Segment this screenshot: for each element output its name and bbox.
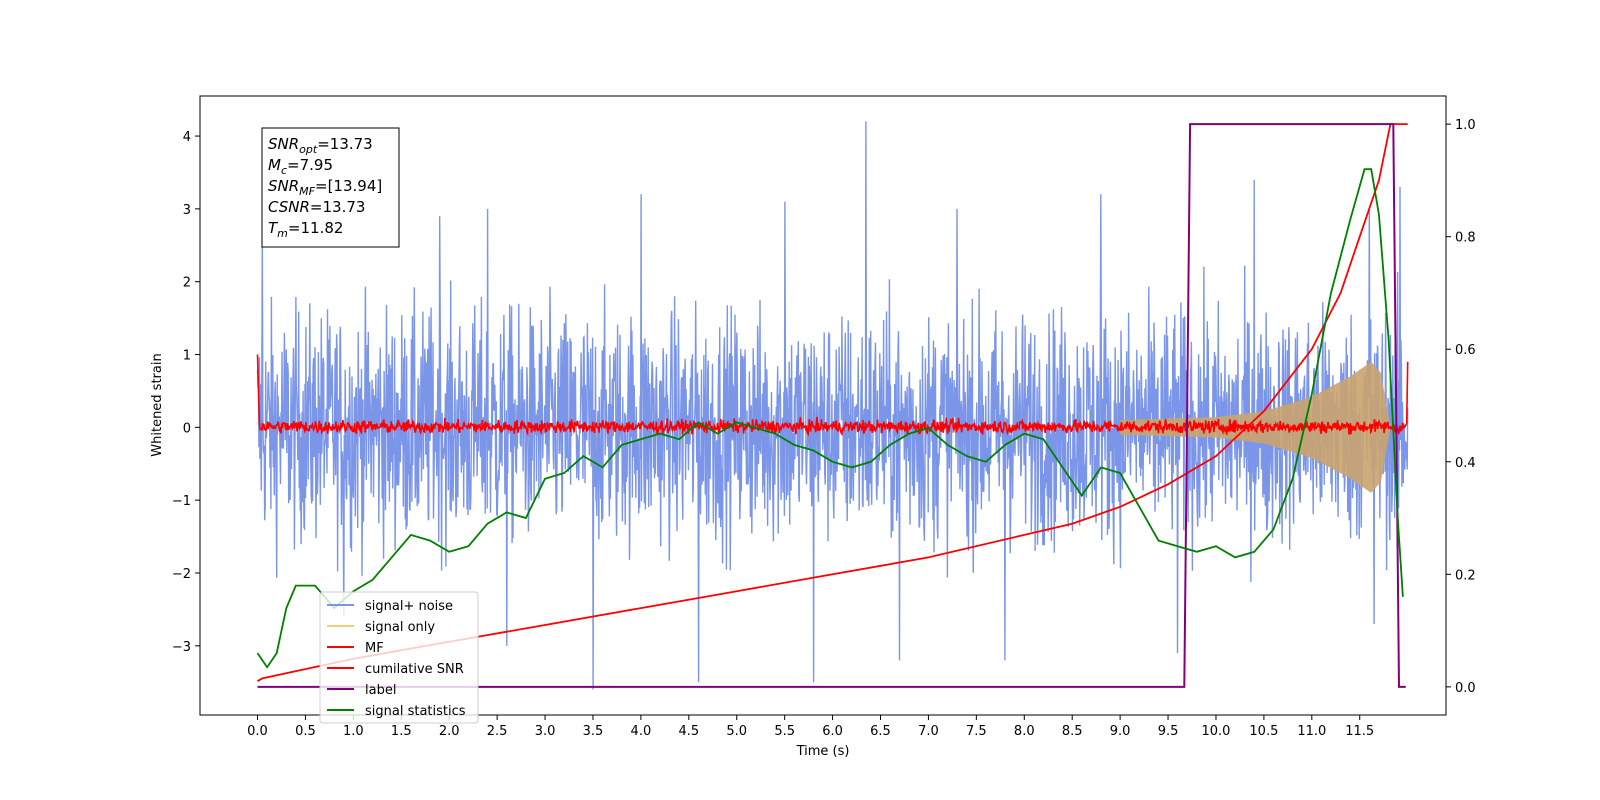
plot-area: [256, 121, 1409, 690]
x-tick-label: 9.0: [1110, 724, 1131, 739]
y-right-tick-label: 0.8: [1455, 231, 1476, 246]
legend-label: signal+ noise: [365, 599, 453, 614]
x-tick-label: 6.0: [822, 724, 843, 739]
info-line: SNRMF=[13.94]: [268, 177, 382, 198]
y-tick-label: 4: [183, 130, 191, 145]
info-line: SNRopt=13.73: [268, 135, 373, 156]
legend-item: signal only: [327, 620, 435, 635]
x-tick-label: 10.0: [1201, 724, 1230, 739]
x-tick-label: 1.5: [391, 724, 412, 739]
x-axis-label: Time (s): [796, 744, 850, 759]
series-signal-statistics: [256, 168, 1404, 669]
legend-label: MF: [365, 641, 384, 656]
y-tick-label: −1: [172, 494, 191, 509]
x-tick-label: 5.5: [774, 724, 795, 739]
x-tick-label: 11.5: [1345, 724, 1374, 739]
legend-label: cumilative SNR: [365, 662, 464, 677]
x-tick-label: 7.0: [918, 724, 939, 739]
y-tick-label: −3: [172, 640, 191, 655]
x-tick-label: 2.5: [487, 724, 508, 739]
legend-item: cumilative SNR: [327, 662, 464, 677]
axis-ticks: 0.0 0.5 1.0 1.5 2.0 2.5 3.0 3.5 4.0 4.5 5.0 5.5 6.0 6…: [172, 118, 1476, 739]
legend-label: label: [365, 683, 396, 698]
x-tick-label: 9.5: [1158, 724, 1179, 739]
x-tick-label: 8.5: [1062, 724, 1083, 739]
x-tick-label: 3.5: [583, 724, 604, 739]
x-tick-label: 3.0: [535, 724, 556, 739]
info-line: CSNR=13.73: [268, 198, 365, 216]
x-tick-label: 2.0: [439, 724, 460, 739]
legend-item: signal statistics: [327, 704, 466, 719]
x-tick-label: 7.5: [966, 724, 987, 739]
x-tick-label: 11.0: [1297, 724, 1326, 739]
x-tick-label: 10.5: [1249, 724, 1278, 739]
legend-label: signal statistics: [365, 704, 466, 719]
x-tick-label: 8.0: [1014, 724, 1035, 739]
legend-item: signal+ noise: [327, 599, 453, 614]
y-tick-label: 1: [183, 349, 191, 364]
y-right-tick-label: 0.4: [1455, 456, 1476, 471]
series-mf: [256, 354, 1409, 437]
info-line: Tm=11.82: [268, 219, 343, 240]
legend-label: signal only: [365, 620, 435, 635]
y-right-tick-label: 0.6: [1455, 343, 1476, 358]
info-box: SNRopt=13.73Mc=7.95SNRMF=[13.94]CSNR=13.…: [261, 127, 400, 248]
x-tick-label: 4.0: [631, 724, 652, 739]
series-label: [257, 123, 1406, 688]
x-tick-label: 1.0: [343, 724, 364, 739]
axes-frame: [199, 95, 1447, 716]
y-right-tick-label: 0.2: [1455, 568, 1476, 583]
x-tick-label: 4.5: [678, 724, 699, 739]
y-tick-label: 0: [183, 421, 191, 436]
y-tick-label: 3: [183, 203, 191, 218]
legend-item: MF: [327, 641, 384, 656]
y-right-tick-label: 0.0: [1455, 681, 1476, 696]
y-axis-label: Whitened strain: [150, 353, 165, 456]
y-right-tick-label: 1.0: [1455, 118, 1476, 133]
y-tick-label: 2: [183, 276, 191, 291]
x-tick-label: 0.5: [295, 724, 316, 739]
legend: signal+ noise signal only MF cumilative SNR…: [319, 591, 479, 724]
series-cumulative-snr: [257, 123, 1408, 682]
info-line: Mc=7.95: [268, 156, 333, 177]
legend-item: label: [327, 683, 396, 698]
y-tick-label: −2: [172, 567, 191, 582]
x-tick-label: 5.0: [726, 724, 747, 739]
x-tick-label: 0.0: [247, 724, 268, 739]
series-signal-noise: [256, 121, 1409, 690]
x-tick-label: 6.5: [870, 724, 891, 739]
